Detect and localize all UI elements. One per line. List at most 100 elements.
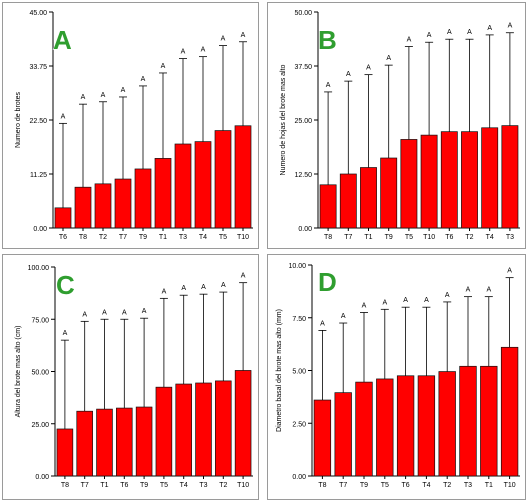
significance-label: A	[122, 309, 127, 316]
x-tick-label: T1	[159, 234, 167, 241]
bar-t4	[194, 141, 212, 229]
bar-t3	[459, 365, 477, 477]
x-tick-label: T4	[180, 482, 188, 489]
y-tick-label: 37.50	[294, 64, 312, 71]
bar-t8	[319, 184, 337, 229]
y-tick-label: 2.50	[292, 421, 306, 428]
bar-t2	[438, 371, 456, 477]
significance-label: A	[424, 297, 429, 304]
y-axis-label: Numero de brotes	[15, 91, 22, 148]
panel-letter: B	[318, 25, 337, 55]
y-tick-label: 25.00	[294, 118, 312, 125]
panel-letter: D	[318, 267, 337, 297]
bar-t1	[480, 365, 498, 477]
x-tick-label: T4	[486, 234, 494, 241]
y-tick-label: 10.00	[288, 263, 306, 270]
significance-label: A	[508, 23, 513, 30]
y-tick-label: 11.25	[30, 172, 47, 179]
x-tick-label: T1	[485, 482, 493, 489]
x-tick-label: T4	[199, 234, 207, 241]
y-tick-label: 25.00	[31, 422, 49, 429]
chart-panel-b: 0.00 12.50 25.00 37.50 50.00 Numero de hojas …	[267, 2, 526, 249]
x-tick-label: T8	[318, 482, 326, 489]
x-tick-label: T8	[79, 234, 87, 241]
bar-t9	[135, 406, 153, 477]
bar-t2	[94, 183, 112, 229]
x-tick-label: T7	[339, 482, 347, 489]
significance-label: A	[162, 288, 167, 295]
significance-label: A	[466, 287, 471, 294]
panel-letter: C	[56, 270, 75, 300]
chart-panel-d: 0.00 2.50 5.00 7.50 10.00 Diametro basal del …	[267, 254, 526, 500]
y-tick-label: 5.00	[292, 369, 306, 376]
x-tick-label: T9	[139, 234, 147, 241]
y-tick-label: 0.00	[33, 226, 47, 233]
bar-t10	[234, 125, 252, 229]
bar-t5	[155, 386, 173, 477]
y-tick-label: 0.00	[292, 474, 306, 481]
x-tick-label: T10	[504, 482, 516, 489]
y-tick-label: 45.00	[29, 10, 47, 17]
x-tick-label: T4	[422, 482, 430, 489]
significance-label: A	[101, 92, 106, 99]
x-tick-label: T5	[160, 482, 168, 489]
significance-label: A	[486, 287, 491, 294]
y-tick-label: 50.00	[294, 10, 312, 17]
x-tick-label: T10	[237, 482, 249, 489]
significance-label: A	[82, 311, 87, 318]
bar-t1	[360, 167, 377, 229]
significance-label: A	[221, 36, 226, 43]
x-tick-label: T5	[219, 234, 227, 241]
y-tick-label: 50.00	[31, 370, 49, 377]
bar-t2	[461, 131, 478, 229]
bar-t5	[214, 130, 232, 229]
significance-label: A	[181, 285, 186, 292]
y-tick-label: 33.75	[29, 64, 47, 71]
bar-t2	[215, 380, 232, 477]
significance-label: A	[241, 32, 246, 39]
bar-t6	[396, 375, 415, 477]
y-axis-label: Numero de hojas del brote mas alto	[280, 64, 287, 175]
y-tick-label: 12.50	[294, 172, 312, 179]
y-axis-label: Altura del brote mas alto (cm)	[15, 326, 22, 418]
significance-label: A	[341, 313, 346, 320]
bar-t8	[74, 186, 92, 229]
x-tick-label: T8	[61, 482, 69, 489]
x-tick-label: T7	[119, 234, 127, 241]
bar-t7	[334, 392, 352, 477]
bar-t4	[417, 375, 436, 477]
bar-t7	[76, 410, 93, 477]
y-tick-label: 100.00	[28, 265, 50, 272]
bar-t9	[134, 168, 152, 229]
significance-label: A	[445, 292, 450, 299]
x-tick-label: T2	[219, 482, 227, 489]
significance-label: A	[201, 47, 206, 54]
bar-t1	[96, 408, 113, 477]
bar-t6	[116, 407, 133, 477]
significance-label: A	[63, 330, 68, 337]
bar-t5	[400, 139, 418, 229]
significance-label: A	[467, 29, 472, 36]
x-tick-label: T1	[100, 482, 108, 489]
x-tick-label: T10	[237, 234, 249, 241]
significance-label: A	[407, 37, 412, 44]
significance-label: A	[61, 113, 66, 120]
chart-a-svg: 0.00 11.25 22.50 33.75 45.00 Numero de brotes…	[15, 10, 253, 241]
bar-t10	[420, 134, 438, 229]
significance-label: A	[427, 32, 432, 39]
significance-label: A	[326, 82, 331, 89]
bar-t8	[313, 399, 332, 477]
x-tick-label: T7	[344, 234, 352, 241]
y-tick-label: 0.00	[35, 474, 49, 481]
bar-t6	[440, 131, 458, 229]
bar-t9	[380, 157, 398, 229]
x-tick-label: T2	[443, 482, 451, 489]
y-tick-label: 7.50	[292, 316, 306, 323]
significance-label: A	[507, 268, 512, 275]
x-tick-label: T6	[120, 482, 128, 489]
x-tick-label: T9	[385, 234, 393, 241]
x-tick-label: T8	[324, 234, 332, 241]
significance-label: A	[320, 320, 325, 327]
significance-label: A	[181, 49, 186, 56]
x-tick-label: T3	[464, 482, 472, 489]
